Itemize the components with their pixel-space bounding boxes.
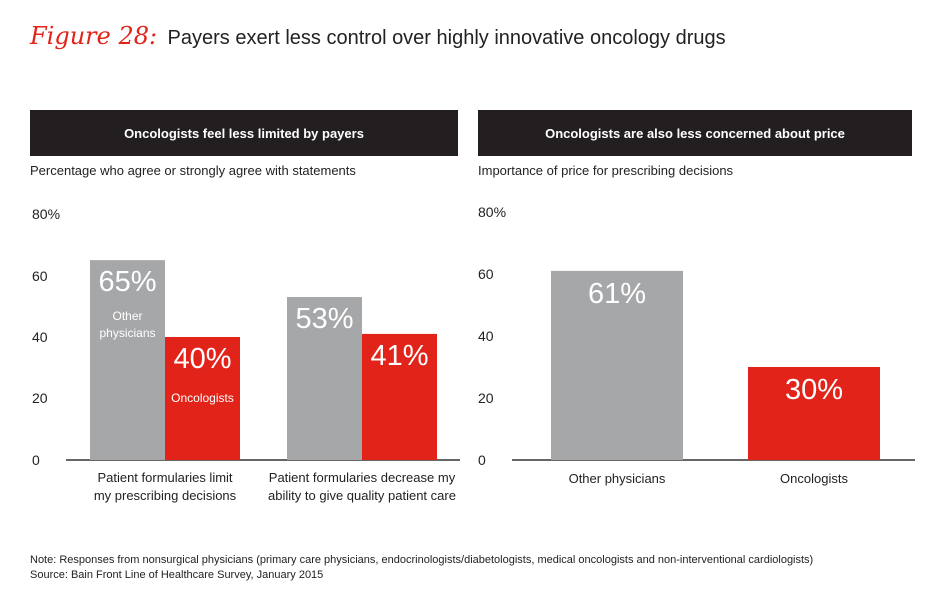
- left-y-tick: 80%: [32, 206, 60, 222]
- figure-label: Figure 28:: [30, 22, 158, 50]
- category-label: Patient formularies decrease my: [269, 470, 456, 485]
- source-text: Source: Bain Front Line of Healthcare Su…: [30, 569, 324, 581]
- bar-other-physicians: [287, 297, 362, 460]
- category-label: Oncologists: [780, 471, 848, 486]
- figure-heading: Payers exert less control over highly in…: [167, 27, 726, 49]
- bar-value-label: 30%: [785, 374, 843, 406]
- left-panel-header: Oncologists feel less limited by payers: [30, 110, 458, 156]
- bar-value-label: 53%: [295, 303, 353, 335]
- left-y-tick: 40: [32, 329, 48, 345]
- bar-value-label: 40%: [173, 343, 231, 375]
- bar-value-label: 61%: [588, 278, 646, 310]
- right-y-tick: 60: [478, 266, 494, 282]
- category-label: Patient formularies limit: [97, 470, 232, 485]
- right-y-tick: 40: [478, 328, 494, 344]
- left-panel-subtitle: Percentage who agree or strongly agree w…: [30, 163, 356, 178]
- category-label: ability to give quality patient care: [268, 488, 456, 503]
- series-name-label: Other: [112, 309, 142, 323]
- bar-value-label: 65%: [98, 266, 156, 298]
- right-panel-subtitle: Importance of price for prescribing deci…: [478, 163, 734, 178]
- category-label: my prescribing decisions: [94, 488, 237, 503]
- left-y-tick: 20: [32, 390, 48, 406]
- left-y-tick: 0: [32, 452, 40, 468]
- bar-oncologists: [362, 333, 437, 460]
- right-y-tick: 80%: [478, 204, 506, 220]
- right-y-tick: 20: [478, 390, 494, 406]
- category-label: Other physicians: [569, 471, 666, 486]
- figure-title: Figure 28: Payers exert less control ove…: [30, 22, 726, 50]
- series-name-label: physicians: [99, 326, 155, 340]
- note-text: Note: Responses from nonsurgical physici…: [30, 554, 814, 566]
- right-y-tick: 0: [478, 452, 486, 468]
- series-name-label: Oncologists: [171, 391, 234, 405]
- right-panel-header: Oncologists are also less concerned abou…: [478, 110, 912, 156]
- left-y-tick: 60: [32, 268, 48, 284]
- bar-other-physicians: [90, 260, 165, 460]
- bar-other-physicians: [551, 270, 683, 460]
- bar-value-label: 41%: [370, 340, 428, 372]
- bar-oncologists: [748, 367, 880, 460]
- bar-oncologists: [165, 337, 240, 460]
